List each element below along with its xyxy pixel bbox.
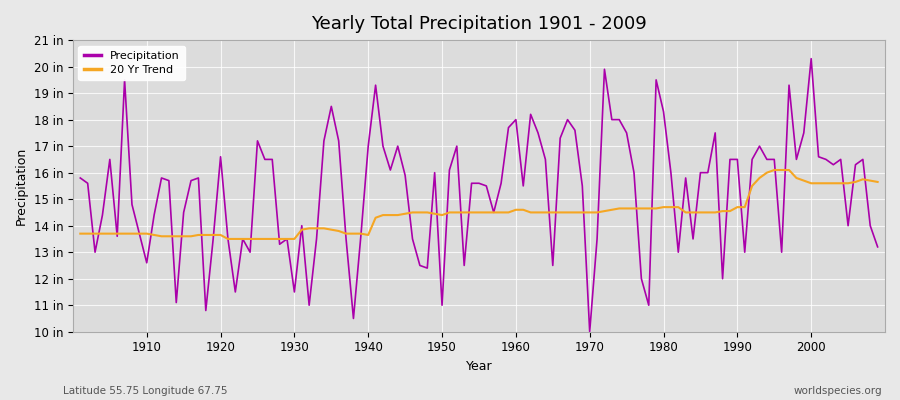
Title: Yearly Total Precipitation 1901 - 2009: Yearly Total Precipitation 1901 - 2009: [311, 15, 647, 33]
Precipitation: [607, 117, 617, 122]
20 Yr Trend: [348, 231, 359, 236]
Line: 20 Yr Trend: 20 Yr Trend: [80, 170, 878, 239]
20 Yr Trend: [222, 236, 233, 241]
20 Yr Trend: [303, 226, 314, 231]
20 Yr Trend: [769, 168, 779, 172]
20 Yr Trend: [607, 207, 617, 212]
Precipitation: [510, 117, 521, 122]
Precipitation: [503, 125, 514, 130]
Y-axis label: Precipitation: Precipitation: [15, 147, 28, 225]
20 Yr Trend: [75, 231, 86, 236]
Precipitation: [872, 244, 883, 249]
Precipitation: [806, 56, 816, 61]
Legend: Precipitation, 20 Yr Trend: Precipitation, 20 Yr Trend: [78, 46, 184, 80]
Line: Precipitation: Precipitation: [80, 59, 878, 332]
Precipitation: [341, 236, 352, 241]
Text: Latitude 55.75 Longitude 67.75: Latitude 55.75 Longitude 67.75: [63, 386, 228, 396]
Precipitation: [134, 231, 145, 236]
Precipitation: [75, 176, 86, 180]
Precipitation: [584, 329, 595, 334]
X-axis label: Year: Year: [465, 360, 492, 373]
Text: worldspecies.org: worldspecies.org: [794, 386, 882, 396]
Precipitation: [296, 223, 307, 228]
20 Yr Trend: [510, 207, 521, 212]
20 Yr Trend: [134, 231, 145, 236]
20 Yr Trend: [518, 207, 528, 212]
20 Yr Trend: [872, 180, 883, 184]
